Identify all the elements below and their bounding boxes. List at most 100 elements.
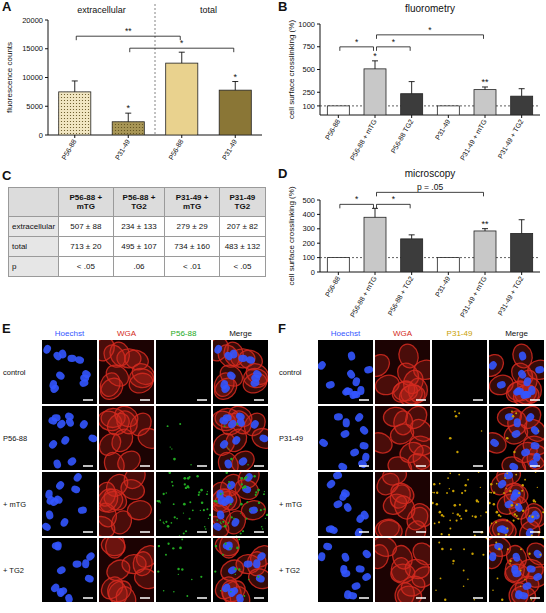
error-bar	[519, 220, 525, 234]
y-tick-label: 15000	[22, 44, 43, 53]
signal-speck	[157, 570, 159, 572]
scale-bar	[359, 531, 369, 533]
signal-speck	[220, 493, 222, 495]
y-tick-label: 500	[302, 65, 315, 74]
signal-speck	[184, 483, 186, 485]
signal-speck	[231, 516, 233, 518]
significance-label: *	[392, 194, 396, 204]
micrograph	[489, 340, 544, 404]
signal-speck	[435, 590, 436, 591]
membrane	[99, 481, 117, 508]
scale-bar	[83, 399, 93, 401]
signal-speck	[181, 538, 183, 540]
signal-speck	[465, 484, 467, 486]
signal-speck	[495, 521, 497, 523]
nucleus	[519, 592, 529, 600]
micrograph-background	[318, 340, 373, 404]
signal-speck	[496, 483, 498, 485]
signal-speck	[485, 511, 487, 513]
signal-speck	[491, 523, 493, 525]
scale-bar	[254, 399, 264, 401]
membrane	[122, 347, 151, 373]
bar	[327, 258, 349, 272]
y-tick-label: 10000	[22, 73, 43, 82]
signal-speck	[509, 490, 511, 492]
signal-speck	[434, 523, 436, 525]
y-tick	[317, 272, 320, 273]
signal-speck	[159, 519, 161, 521]
nucleus	[218, 439, 229, 451]
y-tick	[317, 105, 320, 106]
signal-speck	[190, 464, 191, 465]
micrograph	[42, 406, 97, 470]
x-tick-label: P56-88 + TG2	[386, 275, 414, 317]
membrane	[101, 408, 126, 428]
x-tick-label: P31-49	[114, 138, 131, 161]
signal-speck	[201, 501, 204, 504]
signal-speck	[230, 591, 232, 593]
signal-speck	[181, 568, 183, 570]
significance-bracket	[76, 36, 180, 40]
micrograph	[42, 340, 97, 404]
signal-speck	[260, 509, 262, 511]
micrograph	[489, 472, 544, 536]
signal-speck	[531, 516, 534, 519]
bar-pattern	[59, 92, 91, 135]
error-bar	[482, 87, 488, 90]
group-label: extracellular	[77, 5, 126, 15]
column-header: P31-49 TG2	[219, 188, 265, 217]
nucleus	[54, 480, 65, 492]
signal-speck	[454, 411, 456, 413]
y-tick-label: 0	[39, 131, 43, 140]
nucleus	[224, 494, 236, 505]
signal-speck	[240, 503, 243, 506]
y-tick	[317, 46, 320, 47]
signal-speck	[263, 508, 265, 510]
membrane	[99, 538, 127, 558]
x-tick	[411, 272, 412, 275]
signal-speck	[215, 545, 217, 547]
signal-speck	[203, 509, 205, 511]
figure: Afluorescence counts05000100001500020000…	[0, 0, 546, 613]
membrane	[526, 359, 544, 381]
row-label: + TG2	[3, 566, 24, 575]
scale-bar	[83, 465, 93, 467]
nucleus	[526, 565, 536, 573]
significance-label: *	[392, 37, 396, 47]
signal-speck	[520, 570, 522, 572]
nucleus	[338, 491, 348, 502]
channel-heading: WGA	[117, 329, 137, 338]
scale-bar	[530, 597, 540, 599]
nucleus	[42, 521, 52, 532]
signal-speck	[200, 576, 202, 578]
signal-speck	[522, 484, 524, 486]
signal-speck	[236, 535, 237, 536]
y-tick	[317, 24, 320, 25]
nucleus	[77, 506, 87, 514]
signal-speck	[506, 519, 508, 521]
scale-bar	[530, 399, 540, 401]
y-tick-label: 100	[302, 102, 315, 111]
nucleus	[243, 472, 254, 483]
nucleus	[220, 582, 231, 593]
signal-speck	[228, 481, 230, 483]
y-tick	[45, 135, 48, 136]
signal-speck	[206, 508, 208, 510]
signal-speck	[496, 511, 499, 514]
scale-bar	[416, 399, 426, 401]
signal-speck	[436, 503, 438, 505]
bar	[166, 63, 198, 135]
scale-bar	[530, 465, 540, 467]
significance-label: p = .05	[417, 182, 444, 192]
micrograph	[213, 472, 268, 536]
micrograph	[432, 406, 487, 470]
error-bar	[232, 82, 238, 91]
signal-speck	[167, 425, 169, 427]
table-cell: 207 ± 82	[219, 217, 265, 237]
signal-speck	[196, 475, 198, 477]
signal-speck	[450, 548, 452, 550]
y-tick	[45, 77, 48, 78]
signal-speck	[478, 472, 480, 473]
nucleus	[512, 570, 521, 578]
membrane	[401, 406, 430, 433]
